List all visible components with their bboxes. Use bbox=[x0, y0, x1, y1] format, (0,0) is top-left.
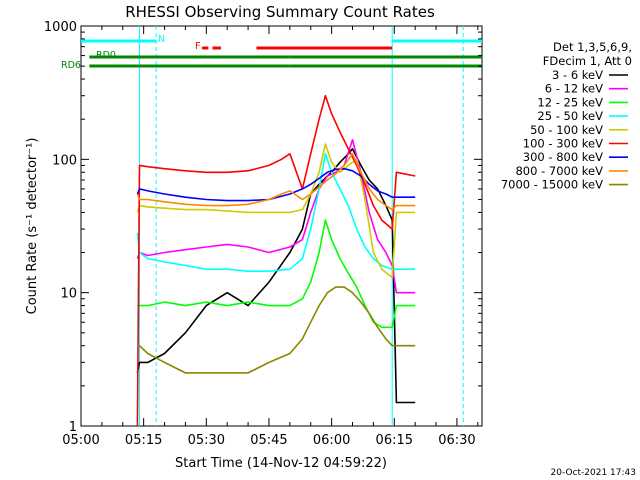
legend-label-50-100-kev: 50 - 100 keV bbox=[530, 123, 603, 137]
series-line-300-800-kev bbox=[136, 167, 416, 202]
x-tick-label: 05:45 bbox=[250, 433, 287, 448]
flag-label-rd6: RD6 bbox=[61, 60, 81, 71]
legend-label-3-6-kev: 3 - 6 keV bbox=[552, 68, 603, 82]
x-tick-label: 06:00 bbox=[313, 433, 350, 448]
x-tick-label: 05:30 bbox=[188, 433, 225, 448]
legend-label-7000-15000-kev: 7000 - 15000 keV bbox=[501, 178, 603, 192]
legend-label-12-25-kev: 12 - 25 keV bbox=[537, 95, 603, 109]
x-tick-label: 06:15 bbox=[376, 433, 413, 448]
flag-label-rd0: RD0 bbox=[96, 50, 116, 61]
instrument-flags: N F RD0 RD6 bbox=[61, 34, 482, 71]
series-line-800-7000-kev bbox=[136, 153, 416, 211]
series-lines bbox=[136, 94, 416, 427]
series-line-3-6-kev bbox=[136, 148, 416, 404]
legend-label-300-800-kev: 300 - 800 keV bbox=[523, 150, 603, 164]
series-line-7000-15000-kev bbox=[137, 286, 416, 374]
legend-label-800-7000-kev: 800 - 7000 keV bbox=[515, 164, 603, 178]
series-line-100-300-kev bbox=[136, 94, 416, 427]
y-tick-label: 1 bbox=[69, 420, 77, 435]
legend-header-line: FDecim 1, Att 0 bbox=[543, 54, 632, 68]
series-line-6-12-kev bbox=[136, 139, 416, 294]
x-tick-label: 05:00 bbox=[62, 433, 99, 448]
axis-ticks: 05:00 05:15 05:30 05:45 06:00 06:15 06:30 1 10 10… bbox=[44, 20, 482, 448]
x-axis-label: Start Time (14-Nov-12 04:59:22) bbox=[175, 456, 387, 471]
vertical-markers bbox=[138, 26, 464, 426]
flag-label-f: F bbox=[195, 41, 200, 52]
plot-frame bbox=[80, 25, 483, 427]
series-line-25-50-kev bbox=[136, 153, 416, 272]
legend-label-6-12-kev: 6 - 12 keV bbox=[545, 82, 603, 96]
flag-label-n: N bbox=[158, 34, 165, 45]
footer-timestamp: 20-Oct-2021 17:43 bbox=[551, 468, 636, 478]
legend: Det 1,3,5,6,9,FDecim 1, Att 03 - 6 keV6 … bbox=[501, 40, 632, 192]
y-tick-label: 10 bbox=[60, 287, 77, 302]
series-line-12-25-kev bbox=[137, 219, 416, 329]
legend-label-25-50-kev: 25 - 50 keV bbox=[537, 109, 603, 123]
legend-label-100-300-kev: 100 - 300 keV bbox=[523, 137, 603, 151]
x-tick-label: 05:15 bbox=[125, 433, 162, 448]
x-tick-label: 06:30 bbox=[438, 433, 475, 448]
chart-title: RHESSI Observing Summary Count Rates bbox=[125, 3, 435, 21]
y-axis-label: Count Rate (s⁻¹ detector⁻¹) bbox=[25, 138, 40, 315]
legend-header-line: Det 1,3,5,6,9, bbox=[553, 40, 632, 54]
y-tick-label: 1000 bbox=[44, 20, 77, 35]
y-tick-label: 100 bbox=[52, 153, 77, 168]
series-line-50-100-kev bbox=[136, 143, 416, 279]
